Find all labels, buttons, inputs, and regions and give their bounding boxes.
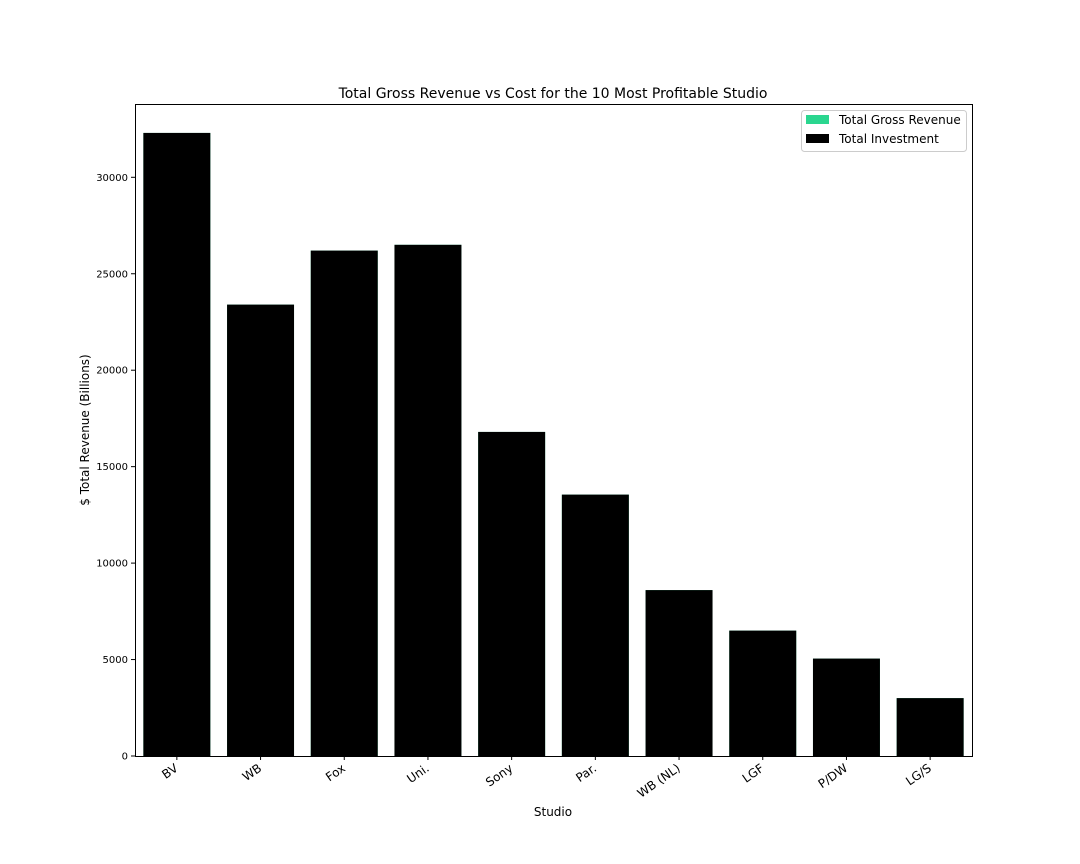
bar-total-investment-bv	[143, 132, 211, 756]
x-tick-label-sony: Sony	[483, 761, 515, 789]
legend-label-total-gross-revenue: Total Gross Revenue	[838, 113, 961, 127]
y-axis-title: $ Total Revenue (Billions)	[78, 354, 92, 506]
x-tick-label-wb: WB	[240, 761, 265, 784]
x-tick-label-p-dw: P/DW	[816, 761, 851, 791]
x-tick-label-lg-s: LG/S	[903, 761, 934, 788]
legend-label-total-investment: Total Investment	[838, 132, 939, 146]
y-tick-label: 30000	[96, 173, 128, 184]
bars-group	[143, 132, 964, 756]
bar-total-investment-fox	[310, 250, 378, 756]
y-tick-label: 10000	[96, 559, 128, 570]
legend-swatch-total-gross-revenue	[806, 115, 829, 124]
y-axis-ticks: 0 5000 10000 15000 20000 25000 30000	[96, 173, 135, 763]
bar-total-investment-wb-nl	[645, 590, 713, 756]
bar-total-investment-uni	[394, 244, 462, 756]
x-tick-label-lgf: LGF	[740, 761, 767, 786]
x-axis-ticks: BV WB Fox Uni. Sony Par. WB (NL) LGF P/DW LG/S	[159, 756, 934, 801]
y-tick-label: 0	[122, 752, 128, 763]
x-tick-label-par: Par.	[573, 761, 599, 785]
y-tick-label: 15000	[96, 462, 128, 473]
plot-frame	[135, 104, 973, 757]
x-tick-label-wb-nl: WB (NL)	[635, 761, 683, 801]
bar-total-investment-wb	[227, 304, 295, 756]
chart-title: Total Gross Revenue vs Cost for the 10 M…	[338, 86, 768, 102]
x-tick-label-fox: Fox	[323, 761, 348, 784]
x-tick-label-bv: BV	[159, 761, 181, 782]
legend-box	[801, 110, 967, 152]
bar-total-investment-p-dw	[812, 658, 880, 756]
bar-total-investment-sony	[478, 431, 546, 756]
x-tick-label-uni: Uni.	[404, 761, 431, 786]
bar-total-investment-par	[561, 494, 629, 756]
y-tick-label: 25000	[96, 269, 128, 280]
x-axis-title: Studio	[534, 805, 572, 819]
legend-swatch-total-investment	[806, 134, 829, 143]
bar-total-investment-lg-s	[896, 698, 964, 756]
legend: Total Gross Revenue Total Investment	[801, 110, 967, 152]
bar-total-investment-lgf	[729, 630, 797, 756]
y-tick-label: 20000	[96, 366, 128, 377]
y-tick-label: 5000	[103, 655, 128, 666]
